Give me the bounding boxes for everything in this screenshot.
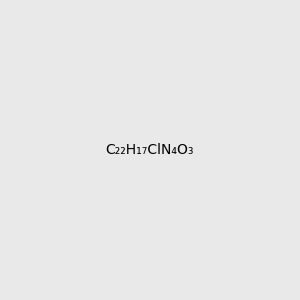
Text: C₂₂H₁₇ClN₄O₃: C₂₂H₁₇ClN₄O₃ bbox=[106, 143, 194, 157]
